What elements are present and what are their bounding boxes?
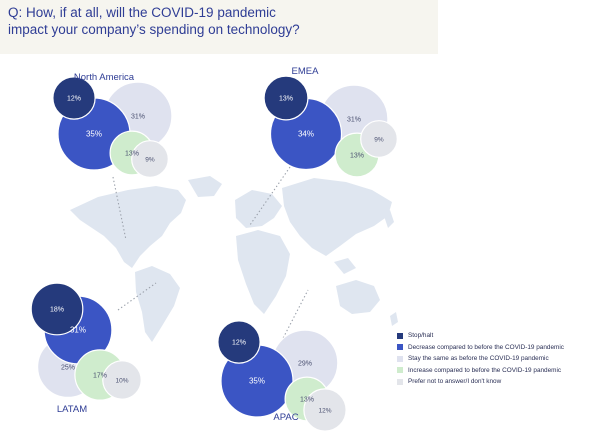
legend-item: Decrease compared to before the COVID-19… <box>397 342 564 354</box>
region-north-america: 12% 35% 31% 13% 9% North America <box>52 72 173 178</box>
apac-value-label-stop-halt: 12% <box>232 340 246 347</box>
emea-value-label-stop-halt: 13% <box>279 96 293 103</box>
emea-value-label-prefer-not: 9% <box>374 137 384 144</box>
map-south-america <box>135 266 180 342</box>
north-america-bubble-prefer-not <box>131 140 169 178</box>
apac-value-label-stay-same: 29% <box>298 361 312 368</box>
question-line-2: impact your company’s spending on techno… <box>8 22 300 37</box>
north-america-value-label-stop-halt: 12% <box>67 96 81 103</box>
apac-value-label-increase: 13% <box>300 397 314 404</box>
latam-value-label-stay-same: 25% <box>61 365 75 372</box>
connector-apac <box>277 289 309 349</box>
connector-lines <box>112 166 309 349</box>
connector-latam <box>117 282 157 311</box>
legend-swatch <box>397 367 403 374</box>
region-latam: 18% 31% 25% 17% 10% LATAM <box>30 282 142 415</box>
legend-swatch <box>397 378 403 385</box>
emea-value-label-stay-same: 31% <box>347 117 361 124</box>
legend-item: Prefer not to answer/I don't know <box>397 376 564 388</box>
emea-bubble-prefer-not <box>360 120 398 158</box>
apac-value-label-decrease: 35% <box>249 377 265 386</box>
region-emea: 13% 34% 31% 13% 9% EMEA <box>263 66 398 178</box>
legend-swatch <box>397 332 403 339</box>
emea-bubble-stop-halt <box>263 75 309 121</box>
connector-north-america <box>112 176 127 241</box>
region-label-latam: LATAM <box>57 404 87 415</box>
legend-swatch <box>397 355 403 362</box>
map-japan <box>384 210 394 228</box>
latam-value-label-stop-halt: 18% <box>50 307 64 314</box>
legend-item: Increase compared to before the COVID-19… <box>397 365 564 377</box>
latam-value-label-increase: 17% <box>93 373 107 380</box>
latam-value-label-decrease: 31% <box>70 326 86 335</box>
region-label-emea: EMEA <box>292 66 320 77</box>
question-title: Q: How, if at all, will the COVID-19 pan… <box>8 4 300 38</box>
apac-value-label-prefer-not: 12% <box>318 408 331 415</box>
question-line-1: Q: How, if at all, will the COVID-19 pan… <box>8 5 276 20</box>
emea-value-label-decrease: 34% <box>298 130 314 139</box>
legend-label: Stop/halt <box>408 332 434 340</box>
legend-item: Stop/halt <box>397 330 564 342</box>
legend-label: Increase compared to before the COVID-19… <box>408 366 562 374</box>
north-america-value-label-prefer-not: 9% <box>145 157 155 164</box>
map-new-zealand <box>390 312 398 326</box>
north-america-value-label-increase: 13% <box>125 151 139 158</box>
connector-emea <box>249 166 291 226</box>
north-america-bubble-stop-halt <box>52 76 96 120</box>
legend-item: Stay the same as before the COVID-19 pan… <box>397 353 564 365</box>
region-apac: 12% 35% 29% 13% 12% APAC <box>217 320 347 432</box>
map-australia <box>336 280 380 314</box>
latam-bubble-stop-halt <box>30 282 84 336</box>
map-africa <box>236 230 290 314</box>
legend-swatch <box>397 344 403 351</box>
map-north-america <box>70 186 186 268</box>
legend-label: Decrease compared to before the COVID-19… <box>408 343 564 351</box>
map-asia <box>282 178 392 256</box>
legend-label: Stay the same as before the COVID-19 pan… <box>408 355 549 363</box>
legend-label: Prefer not to answer/I don't know <box>408 378 502 386</box>
legend: Stop/halt Decrease compared to before th… <box>397 330 564 388</box>
region-bubble-groups: 12% 35% 31% 13% 9% North America 13% 34% 31% 13% 9… <box>30 66 398 432</box>
world-map <box>70 176 398 342</box>
apac-bubble-prefer-not <box>303 388 347 432</box>
latam-bubble-prefer-not <box>102 360 142 400</box>
apac-bubble-stop-halt <box>217 320 261 364</box>
map-southeast-asia <box>334 258 356 274</box>
map-greenland <box>188 176 222 197</box>
north-america-value-label-stay-same: 31% <box>131 114 145 121</box>
latam-value-label-prefer-not: 10% <box>115 378 128 385</box>
region-label-north-america: North America <box>74 72 135 83</box>
map-europe <box>235 190 282 228</box>
question-header: Q: How, if at all, will the COVID-19 pan… <box>0 0 438 54</box>
emea-value-label-increase: 13% <box>350 153 364 160</box>
north-america-value-label-decrease: 35% <box>86 130 102 139</box>
region-label-apac: APAC <box>273 412 298 423</box>
